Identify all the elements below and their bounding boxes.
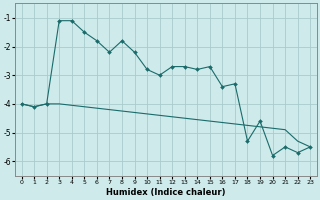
X-axis label: Humidex (Indice chaleur): Humidex (Indice chaleur) <box>106 188 226 197</box>
